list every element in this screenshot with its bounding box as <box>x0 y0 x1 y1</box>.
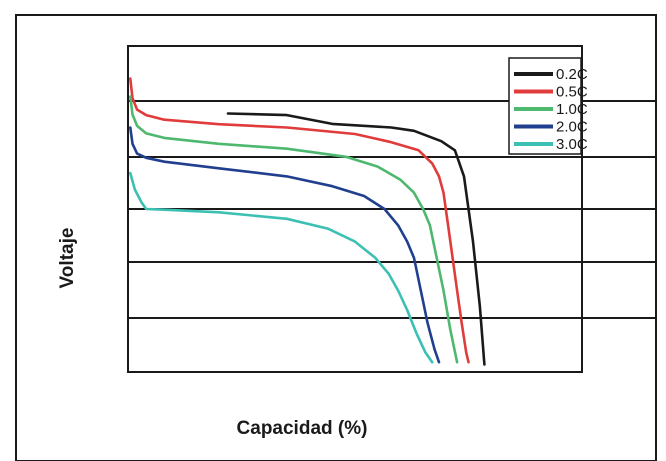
x-axis-title: Capacidad (%) <box>237 418 368 439</box>
legend-label-2.0C: 2.0C <box>556 119 588 136</box>
legend-label-0.2C: 0.2C <box>556 66 588 83</box>
series-line-1.0C <box>129 95 459 364</box>
legend-label-1.0C: 1.0C <box>556 101 588 118</box>
grid-lines <box>128 100 655 319</box>
legend: 0.2C0.5C1.0C2.0C3.0C <box>508 57 588 155</box>
series-lines <box>129 77 486 366</box>
legend-label-3.0C: 3.0C <box>556 136 588 153</box>
series-line-2.0C <box>129 126 441 364</box>
series-line-0.5C <box>129 77 470 364</box>
y-axis-title: Voltaje <box>57 228 78 289</box>
series-line-3.0C <box>129 171 434 364</box>
series-line-0.2C <box>226 112 486 366</box>
legend-label-0.5C: 0.5C <box>556 84 588 101</box>
